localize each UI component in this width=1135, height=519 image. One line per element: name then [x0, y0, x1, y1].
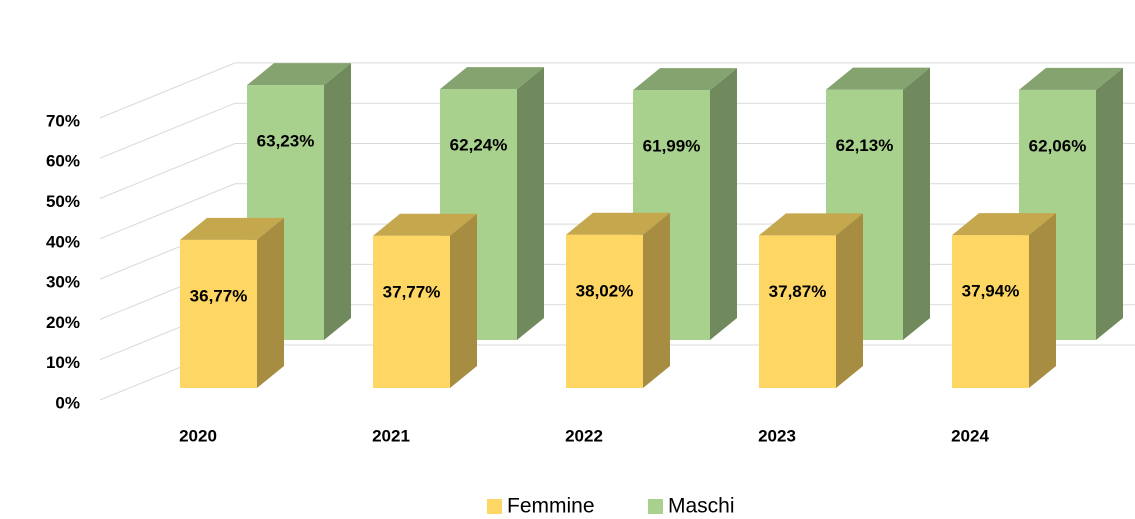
value-label: 36,77% — [190, 286, 248, 305]
bar-side — [324, 63, 351, 340]
value-label: 38,02% — [576, 281, 634, 300]
bar — [759, 213, 863, 388]
bar-side — [643, 212, 670, 388]
x-tick-label: 2022 — [565, 426, 603, 445]
bar-front — [952, 235, 1029, 388]
bar-side — [1096, 67, 1123, 341]
value-label: 37,94% — [962, 282, 1020, 301]
y-tick-label: 70% — [46, 111, 80, 130]
bar-side — [836, 213, 863, 388]
x-tick-label: 2024 — [951, 426, 989, 445]
bar-top — [180, 217, 284, 240]
bar — [952, 213, 1056, 388]
y-tick-label: 40% — [46, 232, 80, 251]
bar-front — [759, 235, 836, 388]
bar — [180, 217, 284, 388]
value-label: 63,23% — [257, 132, 315, 151]
legend-swatch — [487, 499, 502, 514]
legend-label: Femmine — [507, 495, 595, 518]
bar-side — [257, 217, 284, 388]
bar-side — [1029, 213, 1056, 388]
bar-side — [903, 67, 930, 341]
value-label: 62,24% — [450, 136, 508, 155]
y-tick-label: 50% — [46, 192, 80, 211]
x-tick-label: 2021 — [372, 426, 410, 445]
bar-front — [566, 234, 643, 388]
bars — [180, 63, 1123, 388]
bar-top — [373, 213, 477, 236]
bar-top — [759, 213, 863, 236]
value-label: 61,99% — [643, 137, 701, 156]
grid-line — [99, 62, 1135, 119]
labels: 0% 10% 20% 30% 40% 50% 60% 70% 63,23% 62,24% 61,99… — [46, 111, 1086, 517]
bar-side — [450, 213, 477, 388]
value-label: 62,13% — [836, 136, 894, 155]
x-tick-label: 2023 — [758, 426, 796, 445]
bar — [633, 68, 737, 340]
bar-front — [180, 239, 257, 388]
y-tick-label: 30% — [46, 273, 80, 292]
bar-front — [373, 235, 450, 388]
x-tick-label: 2020 — [179, 426, 217, 445]
value-label: 37,87% — [769, 282, 827, 301]
y-tick-label: 0% — [55, 393, 80, 412]
bar-top — [440, 67, 544, 90]
y-tick-label: 10% — [46, 353, 80, 372]
bar-side — [517, 67, 544, 341]
y-tick-label: 60% — [46, 152, 80, 171]
bar — [566, 212, 670, 388]
bar-top — [826, 67, 930, 90]
bar — [373, 213, 477, 388]
bar-top — [566, 212, 670, 235]
bar-top — [247, 63, 351, 86]
value-label: 37,77% — [383, 282, 441, 301]
legend-swatch — [648, 499, 663, 514]
bar-top — [952, 213, 1056, 236]
bar — [440, 67, 544, 341]
bar-top — [633, 68, 737, 91]
bar-side — [710, 68, 737, 340]
value-label: 62,06% — [1029, 136, 1087, 155]
y-tick-label: 20% — [46, 313, 80, 332]
legend-label: Maschi — [668, 495, 735, 518]
bar-top — [1019, 67, 1123, 90]
